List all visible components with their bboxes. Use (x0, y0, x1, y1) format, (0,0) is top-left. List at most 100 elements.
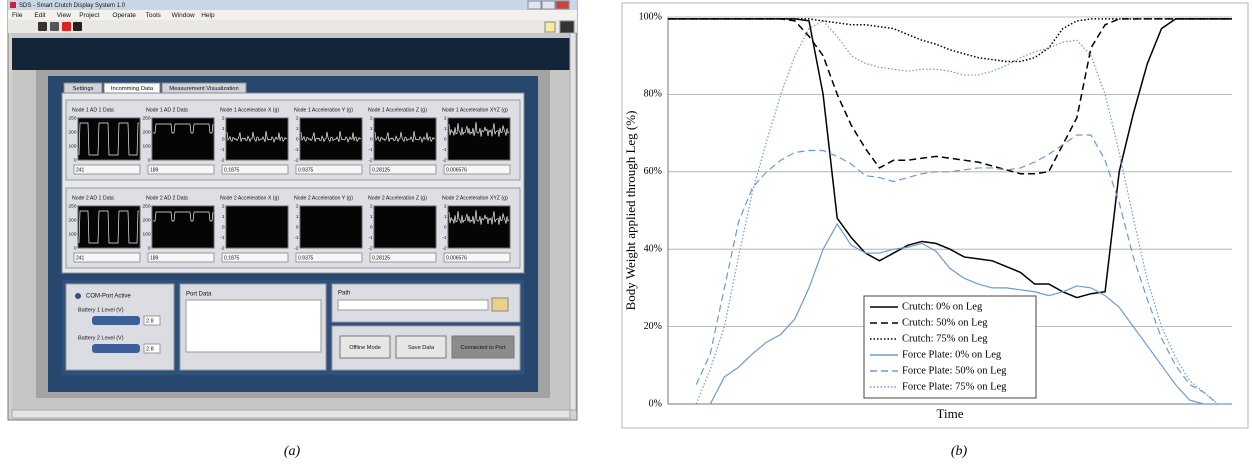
graph-tick-label: 0 (444, 224, 447, 230)
menu-item: Window (172, 12, 195, 19)
graph-tick-label: 250 (142, 203, 150, 209)
graph-tick-label: 2 (296, 115, 299, 121)
graph-title: Node 1 Acceleration X (g) (220, 107, 279, 113)
graph-tick-label: -1 (442, 235, 447, 241)
battery-value: 2.8 (146, 318, 154, 324)
graph-plot (226, 206, 288, 248)
graph-tick-label: -2 (294, 245, 299, 251)
legend-label: Force Plate: 75% on Leg (902, 381, 1007, 392)
y-tick-label: 20% (644, 321, 662, 332)
graph-tick-label: 100 (142, 143, 150, 149)
graph-title: Node 2 Acceleration Y (g) (294, 195, 353, 201)
graph-tick-label: -1 (368, 147, 373, 153)
graph-tick-label: -1 (294, 147, 299, 153)
graph-tick-label: 0 (222, 224, 225, 230)
com-port-label: COM-Port Active (86, 294, 131, 300)
readout: 0.9375 (298, 167, 314, 173)
x-axis-label: Time (937, 406, 964, 421)
panel-a-screenshot: SDS - Smart Crutch Display System 1.0Fil… (8, 0, 577, 420)
graph-title: Node 2 Acceleration XYZ (g) (442, 195, 508, 201)
graph-tick-label: -2 (368, 157, 373, 163)
graph-tick-label: -2 (442, 157, 447, 163)
menu-item: Help (201, 12, 215, 19)
battery-label: Battery 2 Level (V) (78, 335, 124, 341)
panel-b-chart: 0%20%40%60%80%100%Body Weight applied th… (622, 3, 1248, 428)
legend-label: Crutch: 0% on Leg (902, 301, 983, 312)
graph-tick-label: 100 (68, 143, 76, 149)
y-tick-label: 80% (644, 89, 662, 100)
graph-title: Node 2 Acceleration Z (g) (368, 195, 427, 201)
graph-title: Node 2 Acceleration X (g) (220, 195, 279, 201)
graph-tick-label: 0 (370, 224, 373, 230)
graph-tick-label: 0 (296, 224, 299, 230)
graph-tick-label: 0 (148, 157, 151, 163)
menu-item: File (12, 12, 23, 19)
graph-tick-label: 2 (370, 115, 373, 121)
graph-tick-label: 0 (370, 136, 373, 142)
toolbar (8, 20, 577, 33)
graph-plot (374, 206, 436, 248)
graph-tick-label: -1 (220, 235, 225, 241)
legend-label: Force Plate: 50% on Leg (902, 365, 1007, 376)
graph-tick-label: 2 (370, 203, 373, 209)
readout: 241 (76, 167, 85, 173)
graph-tick-label: 0 (74, 245, 77, 251)
toolbar-icon (50, 22, 59, 31)
caption: (b) (951, 444, 968, 459)
graph-tick-label: 100 (142, 231, 150, 237)
tab-label: Incomming Data (111, 86, 154, 92)
battery-bar (92, 316, 140, 325)
tab-label: Settings (73, 86, 94, 92)
graph-plot (300, 206, 362, 248)
menu-item: Operate (112, 12, 136, 19)
graph-tick-label: 100 (68, 231, 76, 237)
graph-tick-label: 2 (222, 203, 225, 209)
y-tick-label: 60% (644, 166, 662, 177)
graph-title: Node 1 Acceleration Z (g) (368, 107, 427, 113)
graph-tick-label: 2 (444, 203, 447, 209)
graph-tick-label: 250 (142, 115, 150, 121)
app-icon (10, 2, 16, 8)
graph-tick-label: 1 (296, 214, 299, 220)
graph-title: Node 1 AD 1 Data (72, 107, 114, 113)
y-axis-label: Body Weight applied through Leg (%) (623, 111, 638, 311)
graph-tick-label: -1 (294, 235, 299, 241)
graph-tick-label: 0 (74, 157, 77, 163)
tab-label: Measurement Visualization (169, 86, 239, 92)
y-tick-label: 40% (644, 243, 662, 254)
help-icon (545, 22, 555, 32)
graph-tick-label: 1 (370, 214, 373, 220)
graph-tick-label: 0 (222, 136, 225, 142)
readout: 241 (76, 255, 85, 261)
browse-button (492, 298, 508, 311)
v-scrollbar (570, 33, 576, 410)
graph-plot (448, 206, 510, 248)
graph-tick-label: -1 (220, 147, 225, 153)
y-tick-label: 100% (639, 11, 662, 22)
graph-plot (448, 118, 510, 160)
graph-tick-label: -2 (220, 245, 225, 251)
toolbar-icon (62, 22, 71, 31)
caption: (a) (284, 444, 301, 459)
button-label: Offline Mode (349, 345, 381, 351)
graph-tick-label: -1 (368, 235, 373, 241)
graph-tick-label: -1 (442, 147, 447, 153)
graph-tick-label: 1 (296, 126, 299, 132)
graph-tick-label: 250 (68, 115, 76, 121)
graph-tick-label: 1 (222, 214, 225, 220)
window-button (542, 1, 555, 9)
led (75, 293, 81, 299)
port-data-label: Port Data (186, 292, 212, 298)
graph-tick-label: 1 (444, 126, 447, 132)
graph-tick-label: 250 (68, 203, 76, 209)
graph-tick-label: 2 (296, 203, 299, 209)
top-band (12, 38, 570, 70)
window-button (528, 1, 541, 9)
battery-value: 2.8 (146, 346, 154, 352)
graph-tick-label: 200 (142, 217, 150, 223)
menu-item: Tools (146, 12, 162, 19)
graph-tick-label: 200 (142, 129, 150, 135)
graph-tick-label: 0 (148, 245, 151, 251)
graph-tick-label: 200 (68, 217, 76, 223)
graph-title: Node 1 Acceleration XYZ (g) (442, 107, 508, 113)
